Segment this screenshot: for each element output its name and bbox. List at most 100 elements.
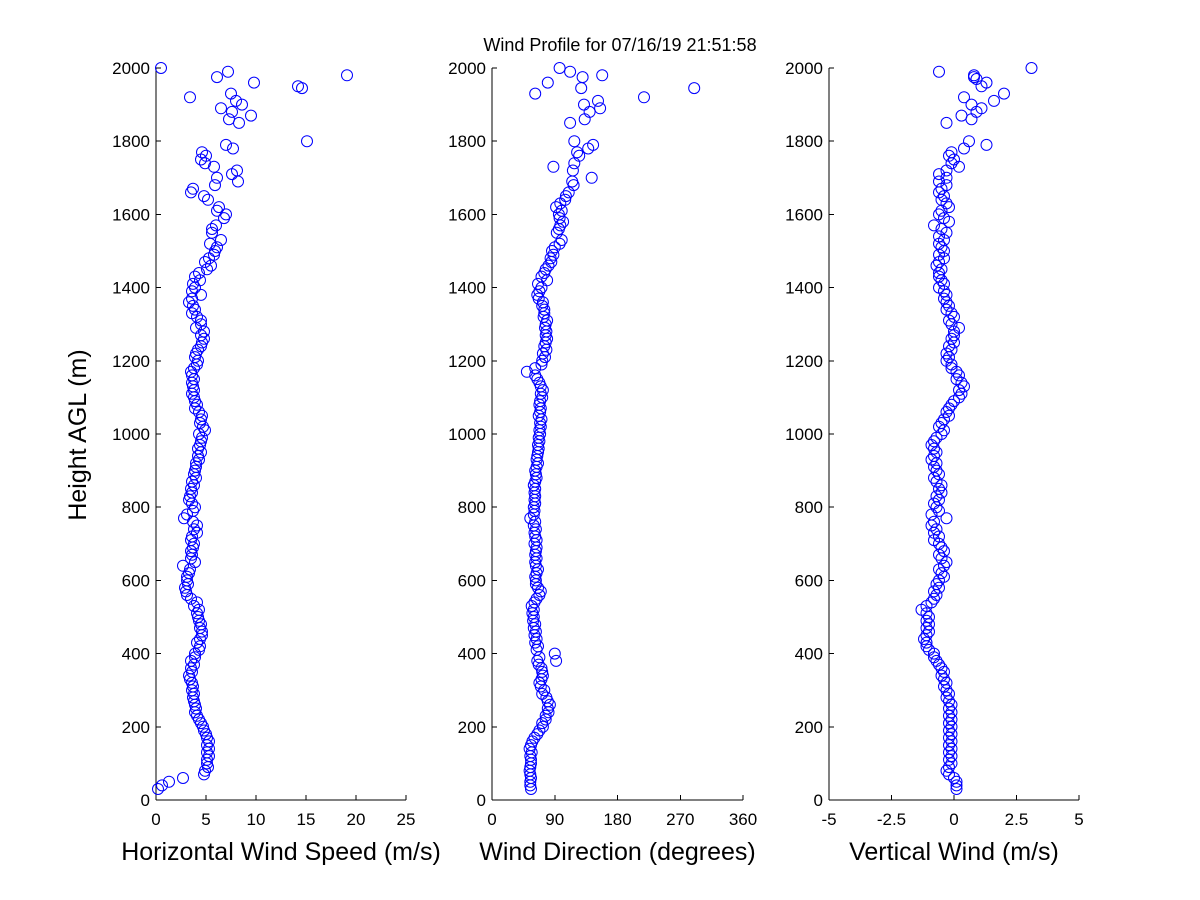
data-point (184, 91, 196, 104)
data-point (538, 267, 551, 279)
data-point (191, 607, 203, 620)
data-point (928, 471, 940, 484)
data-point (688, 82, 701, 95)
data-point (965, 113, 978, 126)
data-point (953, 160, 965, 173)
data-point (578, 113, 591, 126)
y-tick-label: 1800 (448, 132, 486, 151)
data-point (573, 149, 586, 162)
data-point (940, 288, 953, 301)
data-point (186, 548, 198, 561)
data-point (536, 354, 549, 367)
data-point (189, 351, 201, 364)
data-point (186, 497, 198, 510)
y-tick-label: 1000 (448, 425, 486, 444)
data-point (970, 73, 983, 85)
y-tick-label: 200 (122, 718, 150, 737)
data-point (938, 292, 950, 305)
data-point (180, 585, 192, 598)
y-tick-label: 800 (795, 498, 823, 517)
data-point (928, 585, 940, 598)
data-point (948, 329, 960, 342)
data-point (920, 607, 933, 620)
data-point (192, 450, 204, 462)
data-point (933, 482, 945, 495)
data-point (187, 504, 199, 517)
data-point (536, 665, 549, 678)
data-point (215, 102, 227, 115)
data-point (191, 358, 203, 371)
data-point (930, 457, 943, 470)
data-point (568, 157, 581, 170)
data-point (188, 537, 200, 550)
data-point (248, 76, 260, 89)
x-axis-label: Vertical Wind (m/s) (849, 838, 1059, 866)
data-point (296, 82, 308, 95)
data-point (529, 87, 542, 100)
x-tick-label: 25 (397, 810, 416, 829)
data-point (945, 146, 958, 159)
data-point (933, 658, 945, 671)
x-tick-label: 0 (151, 810, 160, 829)
data-point (341, 69, 353, 82)
x-tick-label: 270 (666, 810, 694, 829)
data-point (935, 541, 948, 554)
data-point (940, 556, 953, 569)
data-point (943, 215, 955, 228)
data-point (958, 91, 970, 104)
data-point (195, 413, 207, 426)
data-point (233, 116, 245, 129)
data-point (185, 592, 197, 605)
data-point (188, 391, 200, 404)
data-point (301, 135, 313, 148)
x-tick-label: -5 (821, 810, 836, 829)
data-point (186, 376, 198, 389)
data-point (587, 138, 600, 151)
x-tick-label: -2.5 (877, 810, 906, 829)
data-point (943, 695, 955, 708)
data-point (211, 71, 223, 84)
data-point (195, 446, 207, 459)
data-point (950, 779, 963, 792)
data-point (564, 65, 577, 78)
data-point (928, 515, 940, 528)
data-point (185, 186, 197, 199)
data-point (225, 87, 237, 100)
data-point (245, 109, 257, 122)
data-point (940, 512, 953, 525)
y-tick-label: 0 (141, 791, 150, 810)
data-point (940, 691, 953, 704)
data-point (968, 71, 980, 84)
y-tick-label: 2000 (112, 59, 150, 78)
data-point (953, 384, 965, 397)
data-point (208, 160, 220, 173)
data-point (935, 204, 948, 217)
x-tick-label: 2.5 (1005, 810, 1029, 829)
data-point (945, 720, 958, 733)
data-point (935, 662, 948, 675)
x-tick-label: 180 (603, 810, 631, 829)
data-point (525, 783, 537, 795)
x-tick-label: 5 (201, 810, 210, 829)
data-point (920, 636, 933, 649)
data-point (532, 658, 545, 671)
data-point (211, 171, 223, 184)
data-point (940, 676, 953, 689)
data-point (544, 252, 557, 265)
data-point (528, 731, 541, 744)
data-points (152, 62, 353, 795)
data-point (943, 739, 955, 752)
data-point (533, 285, 546, 298)
panel-direction: 0 200 400 600 800 1000 1200 1400 1600 1800 2000 0 90… (448, 59, 757, 866)
data-point (980, 138, 993, 151)
data-point (955, 109, 968, 122)
data-point (205, 259, 217, 272)
data-point (540, 343, 553, 356)
data-point (945, 698, 958, 711)
data-point (189, 651, 201, 664)
y-tick-label: 400 (458, 645, 486, 664)
panel-vertical: 0 200 400 600 800 1000 1200 1400 1600 1800 2000 -5 -… (785, 59, 1084, 866)
data-point (191, 636, 203, 649)
data-point (226, 105, 238, 118)
data-point (220, 138, 232, 151)
